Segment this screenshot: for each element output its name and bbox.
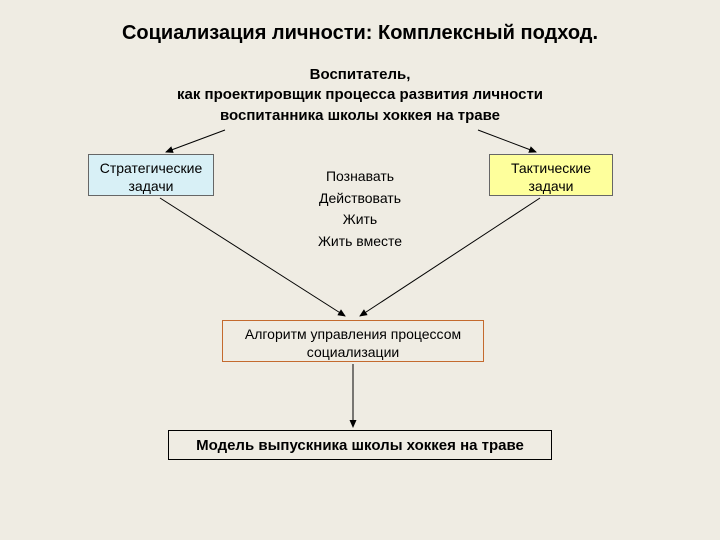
node-model: Модель выпускника школы хоккея на траве [168, 430, 552, 460]
algorithm-line-2: социализации [307, 344, 399, 360]
center-list-item-3: Жить [343, 211, 377, 227]
algorithm-line-1: Алгоритм управления процессом [245, 326, 461, 342]
subtitle-line-1: Воспитатель, [310, 66, 411, 83]
node-algorithm: Алгоритм управления процессом социализац… [222, 320, 484, 362]
slide-subtitle: Воспитатель, как проектировщик процесса … [0, 65, 720, 126]
edge-subtitle-strategic [166, 130, 225, 152]
subtitle-line-2: как проектировщик процесса развития личн… [177, 86, 543, 103]
edge-subtitle-tactical [478, 130, 536, 152]
center-list: Познавать Действовать Жить Жить вместе [0, 166, 720, 253]
slide-title: Социализация личности: Комплексный подхо… [0, 22, 720, 45]
center-list-item-4: Жить вместе [318, 233, 402, 249]
center-list-item-1: Познавать [326, 168, 394, 184]
subtitle-line-3: воспитанника школы хоккея на траве [220, 107, 500, 124]
center-list-item-2: Действовать [319, 190, 401, 206]
